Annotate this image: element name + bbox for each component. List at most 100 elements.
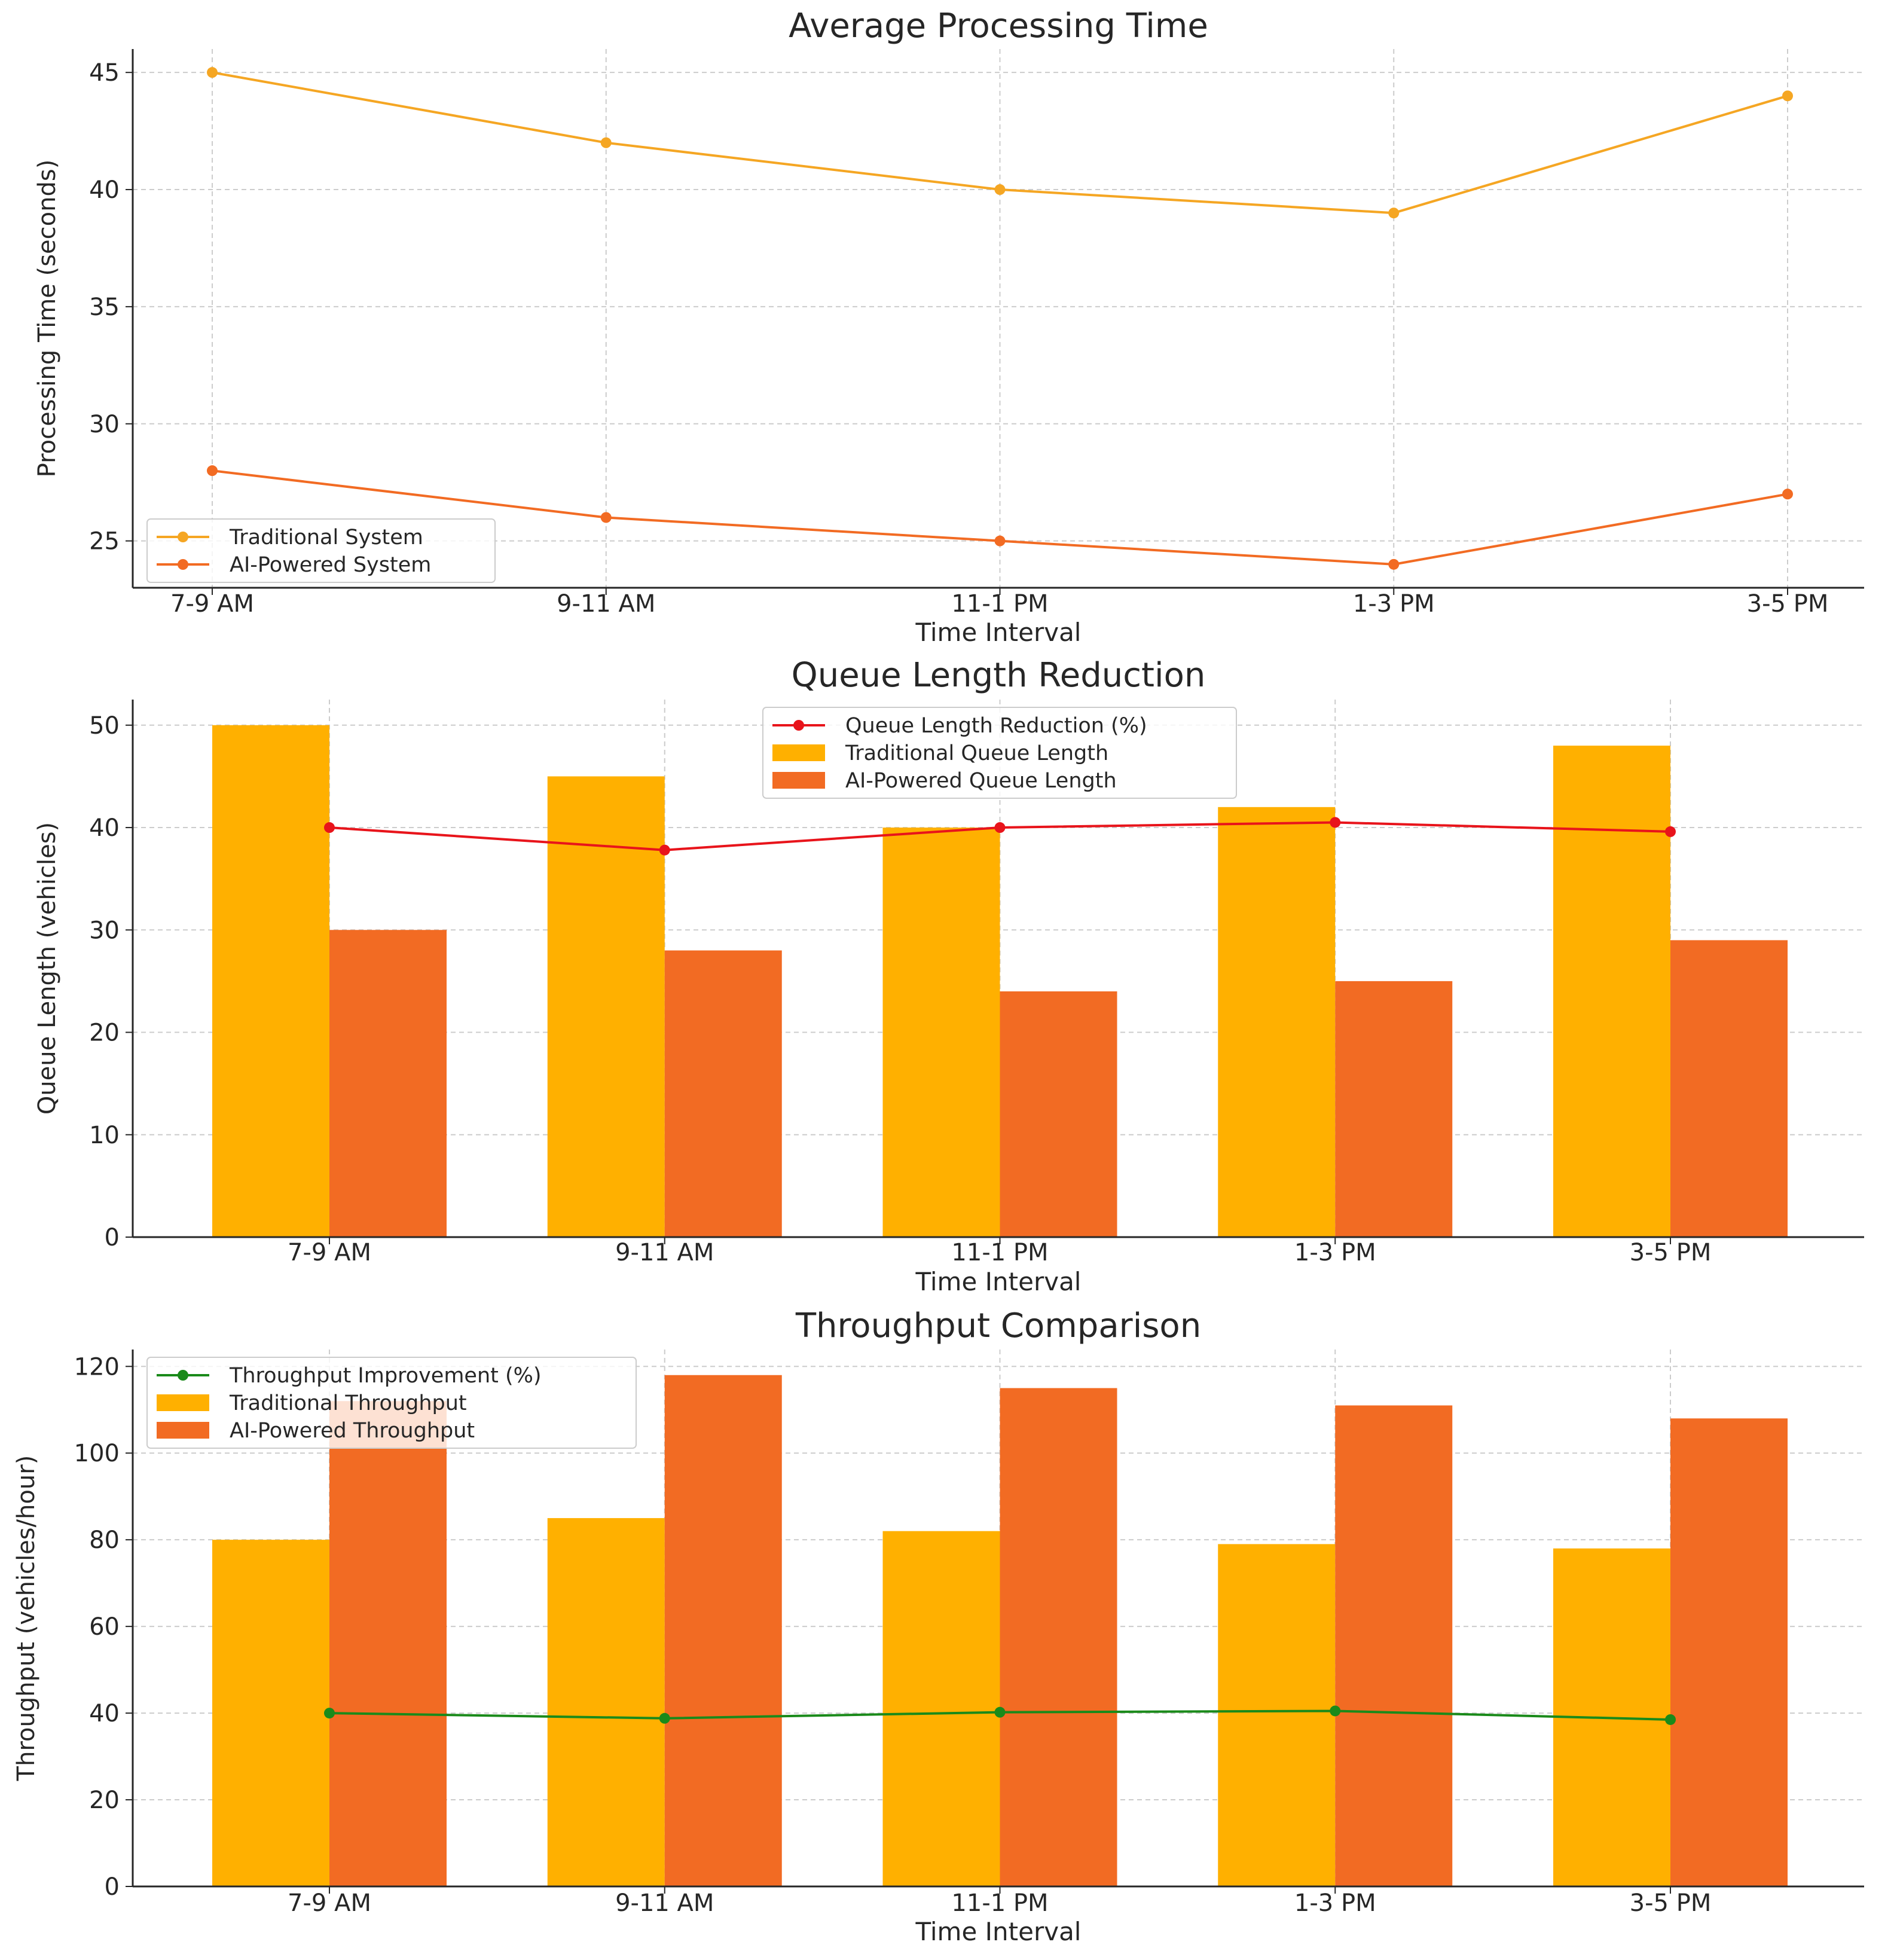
chart-panel-3: 0 20 40 60 80 100 120 7-9 AM 9-11 AM 11-1 PM 1-3 P… <box>13 1306 1864 1946</box>
x-tick-label: 11-1 PM <box>951 590 1048 618</box>
x-axis-title: Time Interval <box>915 1917 1082 1946</box>
bar <box>1218 807 1336 1237</box>
y-tick-label: 25 <box>89 528 120 555</box>
data-point <box>1665 826 1676 837</box>
x-tick-label: 11-1 PM <box>951 1239 1048 1266</box>
legend-label: Traditional System <box>229 526 423 549</box>
data-point <box>1330 817 1341 828</box>
legend-frame <box>762 707 1237 799</box>
line-series-2 <box>207 465 1793 570</box>
y-tick-label: 50 <box>89 712 120 740</box>
data-point <box>1782 90 1793 102</box>
x-tick-label: 9-11 AM <box>615 1889 714 1917</box>
data-point <box>994 535 1006 547</box>
x-tick-label: 3-5 PM <box>1630 1889 1712 1917</box>
bar <box>329 1401 447 1886</box>
y-tick-label: 20 <box>89 1787 120 1814</box>
legend-patch <box>157 1394 209 1411</box>
line-series-1 <box>207 67 1793 219</box>
y-tick-label: 45 <box>89 59 120 87</box>
x-tick-label: 7-9 AM <box>288 1239 371 1266</box>
x-tick-label: 3-5 PM <box>1630 1239 1712 1266</box>
bar <box>329 930 447 1237</box>
legend-frame <box>146 518 496 583</box>
x-tick-label: 1-3 PM <box>1294 1889 1376 1917</box>
legend: Throughput Improvement (%) Traditional Th… <box>146 1357 637 1449</box>
legend-patch <box>772 772 825 789</box>
bar <box>1000 1388 1117 1886</box>
bar <box>1670 940 1788 1237</box>
bar <box>212 1540 329 1886</box>
y-tick-label: 40 <box>89 1700 120 1727</box>
bar <box>547 1518 665 1886</box>
grid <box>133 49 1864 588</box>
bar <box>212 725 329 1237</box>
data-point <box>1388 558 1400 570</box>
legend-patch <box>157 1422 209 1439</box>
bar <box>547 776 665 1237</box>
chart-panel-2: 0 10 20 30 40 50 7-9 AM 9-11 AM 11-1 PM 1-3 PM 3-5… <box>33 656 1864 1296</box>
data-point <box>1388 207 1400 219</box>
y-tick-label: 10 <box>89 1122 120 1149</box>
data-point <box>659 844 670 856</box>
data-point <box>994 1706 1006 1718</box>
data-point <box>600 137 612 148</box>
x-tick-label: 11-1 PM <box>951 1889 1048 1917</box>
chart-title: Average Processing Time <box>789 7 1208 45</box>
x-tick-label: 3-5 PM <box>1747 590 1829 618</box>
legend-patch <box>772 744 825 761</box>
bar <box>882 828 1000 1237</box>
y-tick-label: 0 <box>105 1224 120 1251</box>
x-tick-label: 1-3 PM <box>1294 1239 1376 1266</box>
overlay-line-series <box>324 1705 1676 1725</box>
data-point <box>600 512 612 523</box>
y-tick-label: 60 <box>89 1613 120 1641</box>
data-point <box>207 67 218 78</box>
y-tick-label: 0 <box>105 1873 120 1901</box>
legend-marker <box>178 532 188 542</box>
bar <box>882 1531 1000 1886</box>
bar <box>1553 746 1670 1237</box>
legend-label: AI-Powered System <box>230 553 431 577</box>
y-tick-label: 100 <box>74 1440 120 1467</box>
x-tick-label: 7-9 AM <box>288 1889 371 1917</box>
y-axis-title: Queue Length (vehicles) <box>33 822 61 1115</box>
y-tick-label: 40 <box>89 176 120 204</box>
data-point <box>994 184 1006 196</box>
x-axis-title: Time Interval <box>915 1267 1082 1296</box>
legend-label: Traditional Queue Length <box>845 741 1108 765</box>
legend: Queue Length Reduction (%) Traditional Qu… <box>762 707 1237 799</box>
data-point <box>659 1712 670 1724</box>
y-tick-label: 20 <box>89 1019 120 1047</box>
data-point <box>1782 489 1793 500</box>
y-tick-label: 30 <box>89 411 120 438</box>
data-point <box>324 822 335 834</box>
chart-panel-1: 25 30 35 40 45 7-9 AM 9-11 AM 11-1 PM 1-3 PM 3-5 … <box>33 7 1864 647</box>
data-point <box>207 465 218 477</box>
x-tick-label: 7-9 AM <box>170 590 254 618</box>
data-point <box>1665 1714 1676 1725</box>
bar <box>664 950 782 1237</box>
legend-frame <box>146 1357 637 1449</box>
y-tick-label: 120 <box>74 1353 120 1381</box>
legend: Traditional System AI-Powered System <box>146 518 496 583</box>
bar-series-2 <box>329 1375 1788 1886</box>
legend-label: Throughput Improvement (%) <box>229 1364 542 1388</box>
legend-marker <box>793 720 804 731</box>
bar <box>1335 1405 1453 1886</box>
data-point <box>324 1708 335 1719</box>
legend-marker <box>178 1370 188 1381</box>
legend-marker <box>178 559 188 570</box>
bar-series-1 <box>212 1518 1670 1886</box>
overlay-line-series <box>324 817 1676 856</box>
chart-title: Throughput Comparison <box>795 1306 1201 1345</box>
legend-label: AI-Powered Queue Length <box>845 769 1117 793</box>
bar <box>1335 981 1453 1237</box>
legend-label: Queue Length Reduction (%) <box>845 714 1147 738</box>
bar <box>1218 1544 1336 1886</box>
data-point <box>994 822 1006 834</box>
x-tick-label: 9-11 AM <box>557 590 655 618</box>
y-tick-label: 80 <box>89 1527 120 1554</box>
y-tick-label: 40 <box>89 814 120 842</box>
